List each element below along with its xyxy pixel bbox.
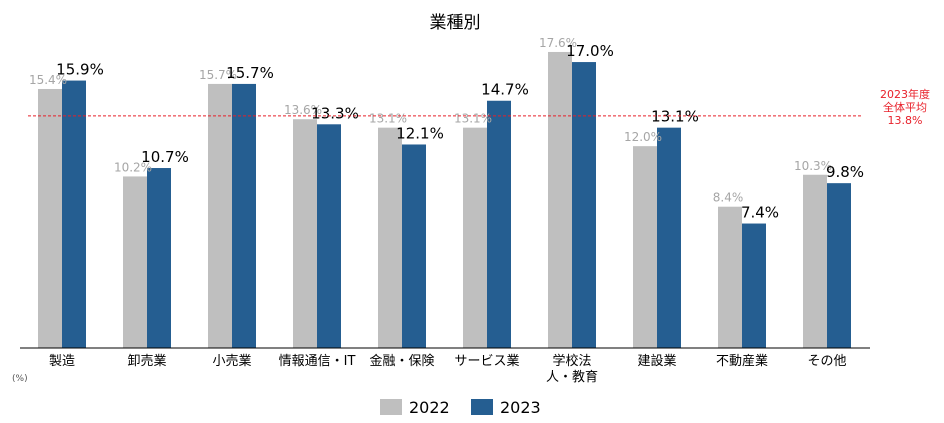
bar-2022	[718, 206, 742, 348]
value-label-2023: 12.1%	[396, 124, 444, 142]
bar-2023	[572, 62, 596, 349]
category-label: サービス業	[454, 353, 519, 369]
value-label-2022: 12.0%	[624, 130, 662, 144]
category-label: 製造	[49, 354, 75, 369]
reference-label: 2023年度	[880, 87, 930, 101]
bars-group	[38, 51, 851, 349]
category-label: 小売業	[212, 353, 251, 369]
bar-2022	[123, 176, 147, 348]
reference-label: 13.8%	[888, 114, 923, 127]
value-labels-group: 15.4%15.9% 10.2%10.7% 15.7%15.7% 13.6%13.3%…	[29, 36, 864, 222]
value-label-2023: 7.4%	[741, 204, 779, 222]
bar-2022	[633, 146, 657, 348]
chart-title: 業種別	[430, 13, 481, 33]
value-label-2023: 13.3%	[311, 104, 359, 122]
bar-2022	[38, 88, 62, 349]
value-label-2022: 13.1%	[369, 112, 407, 126]
value-label-2023: 14.7%	[481, 81, 529, 99]
bar-2023	[827, 183, 851, 348]
bar-2023	[487, 100, 511, 348]
legend-swatch-2022	[380, 399, 402, 415]
value-label-2023: 13.1%	[651, 108, 699, 126]
legend-label-2022: 2022	[409, 398, 450, 417]
value-label-2022: 17.6%	[539, 36, 577, 50]
legend-label-2023: 2023	[500, 398, 541, 417]
category-label: 不動産業	[716, 353, 768, 369]
bar-2022	[548, 51, 572, 349]
bar-2023	[742, 223, 766, 348]
x-axis: 製造 卸売業 小売業 情報通信・IT 金融・保険 サービス業 学校法人・教育 建設業 不動産業 そ…	[20, 347, 870, 385]
value-label-2023: 15.9%	[56, 61, 104, 79]
value-label-2022: 10.2%	[114, 160, 152, 174]
bar-2022	[293, 119, 317, 348]
bar-2023	[657, 127, 681, 349]
value-label-2023: 10.7%	[141, 148, 189, 166]
bar-2023	[62, 80, 86, 348]
bar-2023	[147, 168, 171, 348]
bar-2023	[232, 83, 256, 349]
unit-label: (%)	[12, 374, 28, 384]
bar-2022	[463, 127, 487, 349]
legend-swatch-2023	[471, 399, 493, 415]
category-label: 学校法人・教育	[546, 353, 598, 385]
value-label-2022: 13.6%	[284, 103, 322, 117]
value-label-2023: 17.0%	[566, 42, 614, 60]
value-label-2022: 8.4%	[713, 191, 744, 205]
bar-2023	[317, 124, 341, 348]
value-label-2023: 15.7%	[226, 64, 274, 82]
bar-2022	[378, 127, 402, 349]
bar-2023	[402, 144, 426, 348]
bar-2022	[803, 174, 827, 348]
value-label-2022: 10.3%	[794, 159, 832, 173]
category-label: 卸売業	[127, 353, 166, 369]
reference-label: 全体平均	[883, 100, 927, 114]
category-label: 建設業	[637, 353, 676, 369]
bar-2022	[208, 83, 232, 349]
value-label-2023: 9.8%	[826, 163, 864, 181]
value-label-2022: 15.7%	[199, 68, 237, 82]
legend: 2022 2023	[380, 398, 541, 417]
value-label-2022: 15.4%	[29, 73, 67, 87]
category-label: 情報通信・IT	[279, 354, 356, 369]
category-label: 金融・保険	[369, 353, 434, 369]
category-label: その他	[807, 354, 846, 369]
value-label-2022: 13.1%	[454, 112, 492, 126]
